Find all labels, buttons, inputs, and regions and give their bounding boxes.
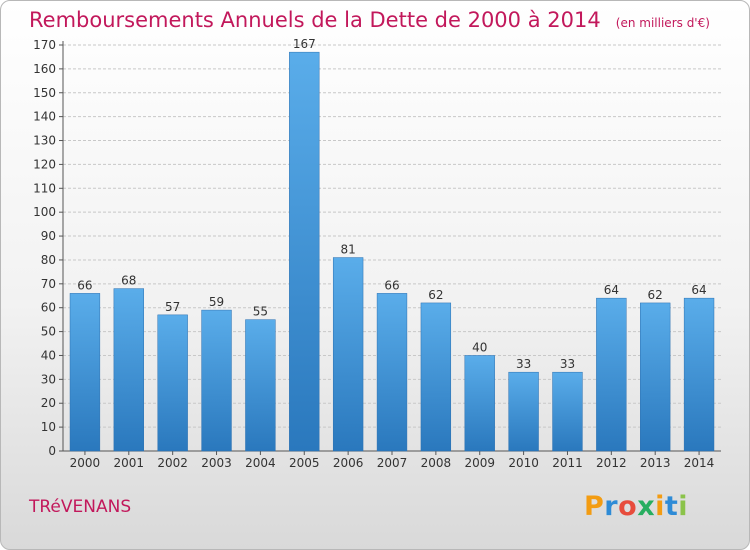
value-label-2001: 68 (121, 274, 136, 288)
y-tick-label: 110 (33, 181, 56, 195)
x-tick-label-2003: 2003 (201, 456, 232, 470)
bar-layer (69, 51, 715, 452)
bar-2003 (201, 309, 232, 452)
y-tick-label: 140 (33, 110, 56, 124)
logo-letter: t (664, 491, 679, 522)
bar-2004 (245, 319, 276, 452)
logo-letter: r (604, 491, 619, 522)
value-label-2014: 64 (691, 283, 706, 297)
value-label-2004: 55 (253, 305, 268, 319)
y-tick-label: 130 (33, 134, 56, 148)
logo-letter: i (678, 491, 689, 522)
bar-2012 (596, 297, 627, 452)
value-label-2000: 66 (77, 278, 92, 292)
bar-2002 (157, 314, 188, 452)
bar-2008 (420, 302, 452, 452)
bar-2013 (640, 302, 671, 452)
bar-2001 (113, 288, 144, 452)
value-label-2010: 33 (516, 357, 531, 371)
x-tick-label-2004: 2004 (245, 456, 276, 470)
x-tick-label-2005: 2005 (289, 456, 320, 470)
y-tick-label: 20 (41, 396, 56, 410)
logo-letter: P (584, 491, 605, 522)
label-layer: 66 2000 68 2001 57 2002 59 2003 55 2004 167 2005 81 2… (70, 37, 715, 470)
y-tick-label: 70 (41, 277, 56, 291)
value-label-2011: 33 (560, 357, 575, 371)
y-tick-label: 150 (33, 86, 56, 100)
bar-2014 (683, 297, 715, 452)
y-tick-label: 120 (33, 157, 56, 171)
bar-2006 (332, 257, 364, 452)
y-tick-label: 90 (41, 229, 56, 243)
y-tick-label: 170 (33, 38, 56, 52)
x-tick-label-2000: 2000 (70, 456, 101, 470)
x-tick-label-2011: 2011 (552, 456, 583, 470)
y-tick-label: 40 (41, 348, 56, 362)
x-tick-label-2008: 2008 (421, 456, 452, 470)
y-tick-label: 30 (41, 372, 56, 386)
y-tick-label: 100 (33, 205, 56, 219)
value-label-2006: 81 (340, 243, 355, 257)
bar-2007 (376, 293, 408, 452)
value-label-2013: 62 (648, 288, 663, 302)
y-tick-label: 80 (41, 253, 56, 267)
value-label-2002: 57 (165, 300, 180, 314)
value-label-2009: 40 (472, 340, 487, 354)
x-tick-label-2009: 2009 (464, 456, 495, 470)
value-label-2008: 62 (428, 288, 443, 302)
chart-title: Remboursements Annuels de la Dette de 20… (29, 8, 601, 32)
x-tick-label-2002: 2002 (157, 456, 188, 470)
title-row: Remboursements Annuels de la Dette de 20… (29, 8, 710, 32)
y-tick-label: 60 (41, 301, 56, 315)
bar-2010 (508, 371, 539, 452)
y-tick-label: 10 (41, 420, 56, 434)
proxiti-logo: Proxiti (584, 491, 688, 522)
x-tick-label-2010: 2010 (508, 456, 539, 470)
logo-letter: i (655, 491, 665, 522)
y-tick-label: 0 (48, 444, 56, 458)
bar-2011 (552, 371, 583, 452)
x-tick-label-2012: 2012 (596, 456, 627, 470)
axis-layer: 0 10 20 30 40 50 60 70 80 90 100 110 120 130 140 150 160… (33, 38, 721, 458)
x-tick-label-2007: 2007 (377, 456, 408, 470)
logo-letter: x (637, 491, 656, 522)
bar-2000 (69, 293, 101, 452)
bar-2005 (289, 51, 320, 452)
x-tick-label-2013: 2013 (640, 456, 671, 470)
y-tick-label: 160 (33, 62, 56, 76)
y-tick-label: 50 (41, 325, 56, 339)
town-label: TRéVENANS (29, 497, 132, 517)
value-label-2007: 66 (384, 278, 399, 292)
value-label-2012: 64 (604, 283, 619, 297)
x-tick-label-2001: 2001 (114, 456, 145, 470)
x-tick-label-2006: 2006 (333, 456, 364, 470)
bar-2009 (464, 355, 495, 452)
chart-subtitle: (en milliers d'€) (615, 16, 710, 30)
value-label-2003: 59 (209, 295, 224, 309)
logo-letter: o (618, 491, 638, 522)
value-label-2005: 167 (293, 37, 316, 51)
x-tick-label-2014: 2014 (684, 456, 715, 470)
